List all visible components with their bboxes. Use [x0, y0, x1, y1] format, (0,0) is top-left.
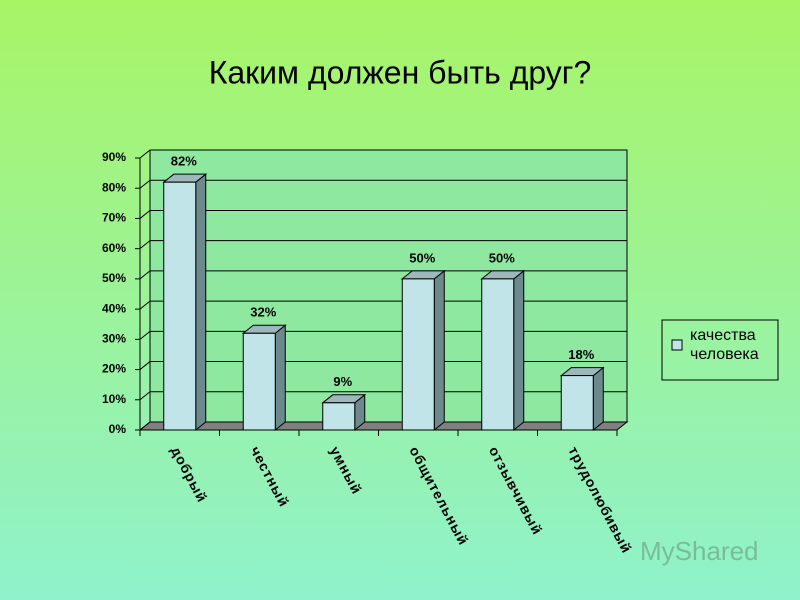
- grid-line: [139, 149, 627, 159]
- bar: [162, 173, 208, 432]
- value-label: 50%: [489, 250, 515, 265]
- grid-line: [139, 209, 627, 219]
- legend: качества человека: [661, 319, 779, 381]
- value-label: 82%: [171, 154, 197, 169]
- bar-side: [513, 269, 525, 432]
- grid-line: [139, 391, 627, 401]
- bar-side: [433, 269, 445, 432]
- bar: [559, 366, 605, 432]
- grid-line: [139, 240, 627, 250]
- value-label: 32%: [250, 305, 276, 320]
- bar: [321, 393, 367, 432]
- value-label: 9%: [333, 374, 352, 389]
- bar-side: [592, 366, 604, 432]
- y-tick-label: 20%: [102, 362, 126, 376]
- chart-title: Каким должен быть друг?: [209, 54, 592, 90]
- grid-line: [139, 421, 627, 431]
- y-tick-label: 90%: [102, 150, 126, 164]
- y-tick-label: 40%: [102, 301, 126, 315]
- bar-front: [242, 332, 276, 431]
- y-tick-label: 60%: [102, 241, 126, 255]
- y-tick-label: 80%: [102, 180, 126, 194]
- y-tick-label: 30%: [102, 332, 126, 346]
- grid-line: [139, 270, 627, 280]
- grid-line: [139, 330, 627, 340]
- legend-label-line: качества: [690, 327, 756, 344]
- bar-side: [274, 324, 286, 432]
- legend-box: [661, 319, 779, 381]
- bar: [480, 269, 526, 432]
- y-tick-label: 70%: [102, 211, 126, 225]
- bar-front: [163, 181, 197, 431]
- bar-side: [195, 173, 207, 432]
- bar: [241, 324, 287, 432]
- grid-line: [139, 179, 627, 189]
- plot-wall: [149, 149, 628, 423]
- bar-front: [401, 278, 435, 431]
- legend-label: качества человека: [690, 327, 759, 363]
- grid-line: [139, 300, 627, 310]
- bar-front: [322, 402, 356, 431]
- legend-swatch: [671, 339, 683, 351]
- legend-label-line: человека: [690, 346, 759, 363]
- y-tick-label: 50%: [102, 271, 126, 285]
- value-label: 18%: [568, 347, 594, 362]
- grid-line: [139, 361, 627, 370]
- plot-floor: [138, 421, 629, 431]
- y-tick-label: 0%: [109, 422, 127, 436]
- watermark: MyShared: [640, 536, 759, 566]
- bar: [400, 269, 446, 432]
- value-label: 50%: [409, 250, 435, 265]
- bar-front: [560, 375, 594, 431]
- y-tick-label: 10%: [102, 392, 126, 406]
- bar-front: [481, 278, 515, 431]
